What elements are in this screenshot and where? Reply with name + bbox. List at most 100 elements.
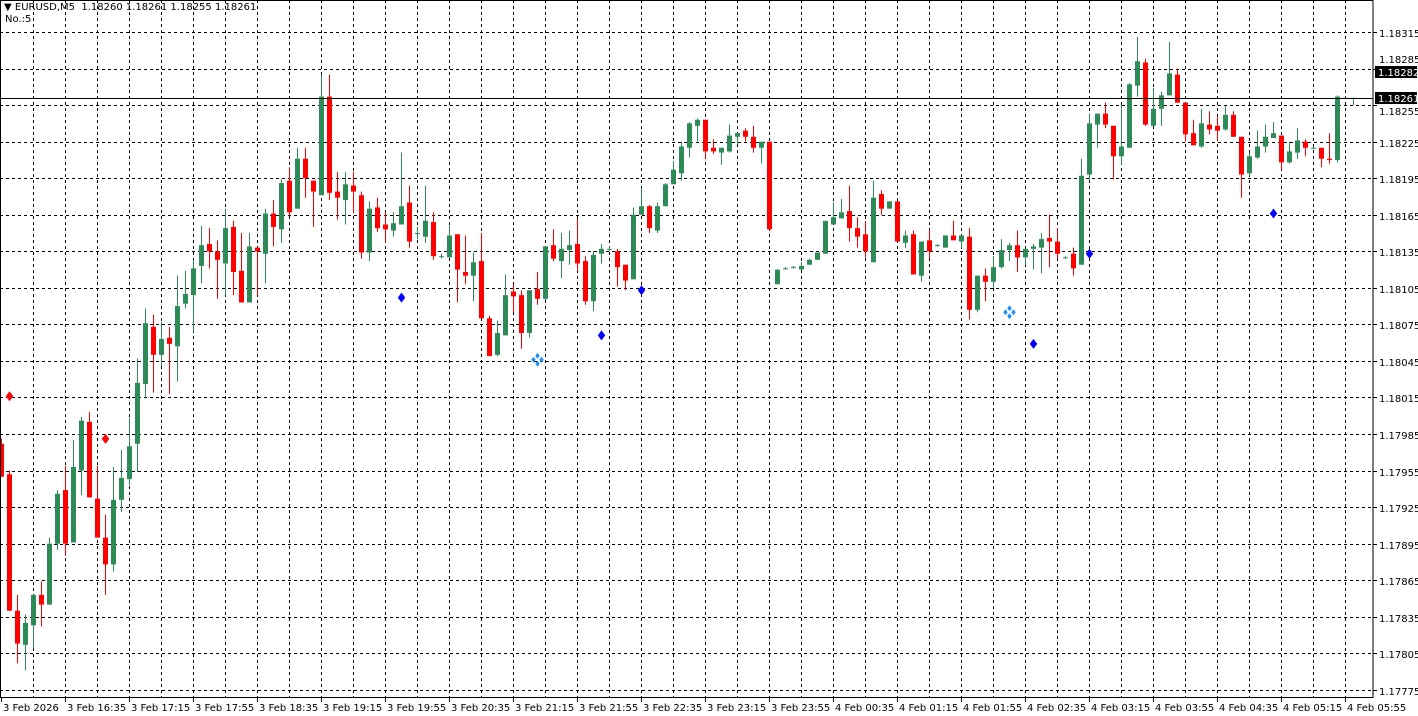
candle [495, 320, 500, 357]
candle [775, 269, 780, 285]
candle-body [503, 295, 508, 336]
candle-body [231, 226, 236, 273]
time-label: 4 Feb 01:55 [963, 703, 1022, 714]
candle-body [951, 235, 956, 241]
candle-body [23, 622, 28, 645]
candle [1311, 146, 1316, 149]
candle-body [271, 213, 276, 227]
candle-body [671, 169, 676, 185]
candle [271, 200, 276, 247]
indicator-label: No.:5 [5, 14, 32, 25]
candle [7, 470, 12, 611]
candle-body [295, 158, 300, 209]
price-label: 1.17955 [1379, 468, 1418, 479]
candle [551, 229, 556, 262]
candle-body [1167, 73, 1172, 96]
candle [367, 201, 372, 262]
candle [1319, 147, 1324, 168]
candle [1015, 230, 1020, 273]
candle-body [711, 147, 716, 152]
candle [1199, 108, 1204, 148]
candle-body [767, 141, 772, 230]
price-label: 1.17985 [1379, 431, 1418, 442]
candle [127, 418, 132, 486]
candle-body [367, 208, 372, 253]
candle [967, 228, 972, 320]
candle [527, 290, 532, 338]
price-label: 1.17895 [1379, 541, 1418, 552]
triangle-down-icon[interactable]: ▼ [4, 2, 15, 13]
candle-body [47, 543, 52, 605]
candle-body [1199, 123, 1204, 147]
candle-body [967, 236, 972, 310]
time-label: 4 Feb 05:55 [1347, 703, 1406, 714]
candle-body [247, 246, 252, 303]
candle-body [1135, 61, 1140, 86]
candle-body [1111, 125, 1116, 157]
candle [1327, 133, 1332, 164]
price-label: 1.18075 [1379, 321, 1418, 332]
candle [487, 315, 492, 357]
candle [887, 201, 892, 209]
candle [159, 321, 164, 366]
candle [279, 179, 284, 243]
candle [855, 217, 860, 248]
candle [1303, 139, 1308, 157]
signal-diamond-icon [1269, 208, 1278, 219]
signal-diamond-icon [535, 360, 540, 367]
candle-body [679, 146, 684, 174]
candle-body [1223, 114, 1228, 130]
candle-body [807, 259, 812, 265]
candle-body [1175, 74, 1180, 103]
candle-body [1023, 248, 1028, 258]
time-label: 4 Feb 02:35 [1027, 703, 1086, 714]
candle [1007, 242, 1012, 262]
candle [1183, 102, 1188, 142]
candle-body [1063, 257, 1068, 259]
price-axis[interactable]: 1.18315 1.18285 1.18255 1.18225 1.18195 1.181… [1373, 29, 1418, 698]
candle-body [607, 248, 612, 250]
candle-body [511, 291, 516, 297]
candle-body [551, 245, 556, 259]
candle-body [415, 233, 420, 235]
candle [863, 220, 868, 258]
candle-body [1055, 241, 1060, 254]
candle-body [495, 332, 500, 355]
chart-border [0, 0, 1374, 698]
candle [47, 537, 52, 605]
candle-body [1071, 253, 1076, 269]
time-label: 3 Feb 21:15 [515, 703, 574, 714]
time-label: 4 Feb 05:15 [1283, 703, 1342, 714]
candle [879, 190, 884, 215]
candle-body [1119, 146, 1124, 157]
candle [335, 172, 340, 220]
candle-body [335, 191, 340, 198]
candle [103, 514, 108, 595]
candle [1047, 214, 1052, 268]
candle-body [135, 382, 140, 444]
candle [615, 248, 620, 287]
candle [927, 229, 932, 259]
candle [479, 233, 484, 319]
grid [0, 0, 1373, 697]
candle [903, 230, 908, 248]
candle-body [1263, 136, 1268, 147]
candle [519, 290, 524, 349]
candle [871, 180, 876, 263]
candle-body [911, 234, 916, 275]
candle-body [1031, 246, 1036, 249]
candle [15, 594, 20, 664]
candle-body [1127, 84, 1132, 148]
signal-diamond-icon [539, 356, 544, 363]
candle [1151, 88, 1156, 126]
candle [111, 466, 116, 572]
candle [1119, 105, 1124, 165]
price-label: 1.17835 [1379, 614, 1418, 625]
time-axis[interactable]: 3 Feb 2026 3 Feb 16:35 3 Feb 17:15 3 Feb 17… [1, 697, 1407, 714]
time-label: 3 Feb 19:15 [323, 703, 382, 714]
candle [407, 185, 412, 248]
candle [191, 259, 196, 332]
candle-body [815, 252, 820, 260]
candle [423, 185, 428, 243]
